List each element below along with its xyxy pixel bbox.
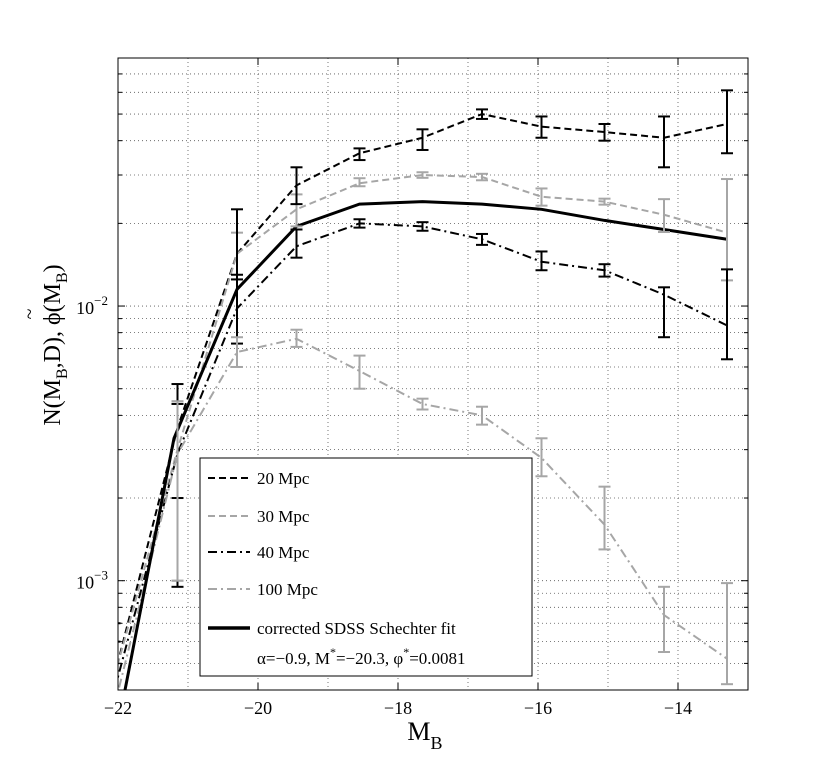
legend-fit-params: α=−0.9, M*=−20.3, φ*=0.0081: [257, 645, 466, 668]
legend-label: 30 Mpc: [257, 507, 310, 526]
x-axis-label: MB: [407, 717, 442, 753]
legend-label: 20 Mpc: [257, 469, 310, 488]
series-line-100-mpc: [118, 337, 728, 690]
x-tick-label: −14: [664, 698, 692, 718]
x-tick-label: −20: [244, 698, 272, 718]
series-line-corrected-sdss-schechter-fit: [123, 200, 728, 690]
legend: 20 Mpc 30 Mpc 40 Mpc 100 Mpc corrected SDSS …: [199, 457, 533, 677]
legend-label: 100 Mpc: [257, 580, 318, 599]
series-line-30-mpc: [118, 173, 728, 668]
y-axis-label: N(MB,D), ϕ(MB) ~: [19, 264, 71, 425]
x-tick-label: −18: [384, 698, 412, 718]
legend-label: corrected SDSS Schechter fit: [257, 619, 456, 638]
error-bars-layer: [118, 89, 733, 686]
y-tick-label: 10−2: [76, 293, 108, 318]
y-tick-label: 10−3: [76, 568, 108, 593]
svg-text:~: ~: [19, 308, 41, 319]
axes-box: [117, 57, 749, 691]
axis-ticks: −22 −20 −18 −16 −14 10−3 10−2: [76, 57, 748, 718]
x-tick-label: −16: [524, 698, 552, 718]
series-line-40-mpc: [118, 222, 728, 681]
x-tick-label: −22: [104, 698, 132, 718]
legend-label: 40 Mpc: [257, 543, 310, 562]
svg-text:N(MB,D), ϕ(MB): N(MB,D), ϕ(MB): [40, 264, 71, 425]
